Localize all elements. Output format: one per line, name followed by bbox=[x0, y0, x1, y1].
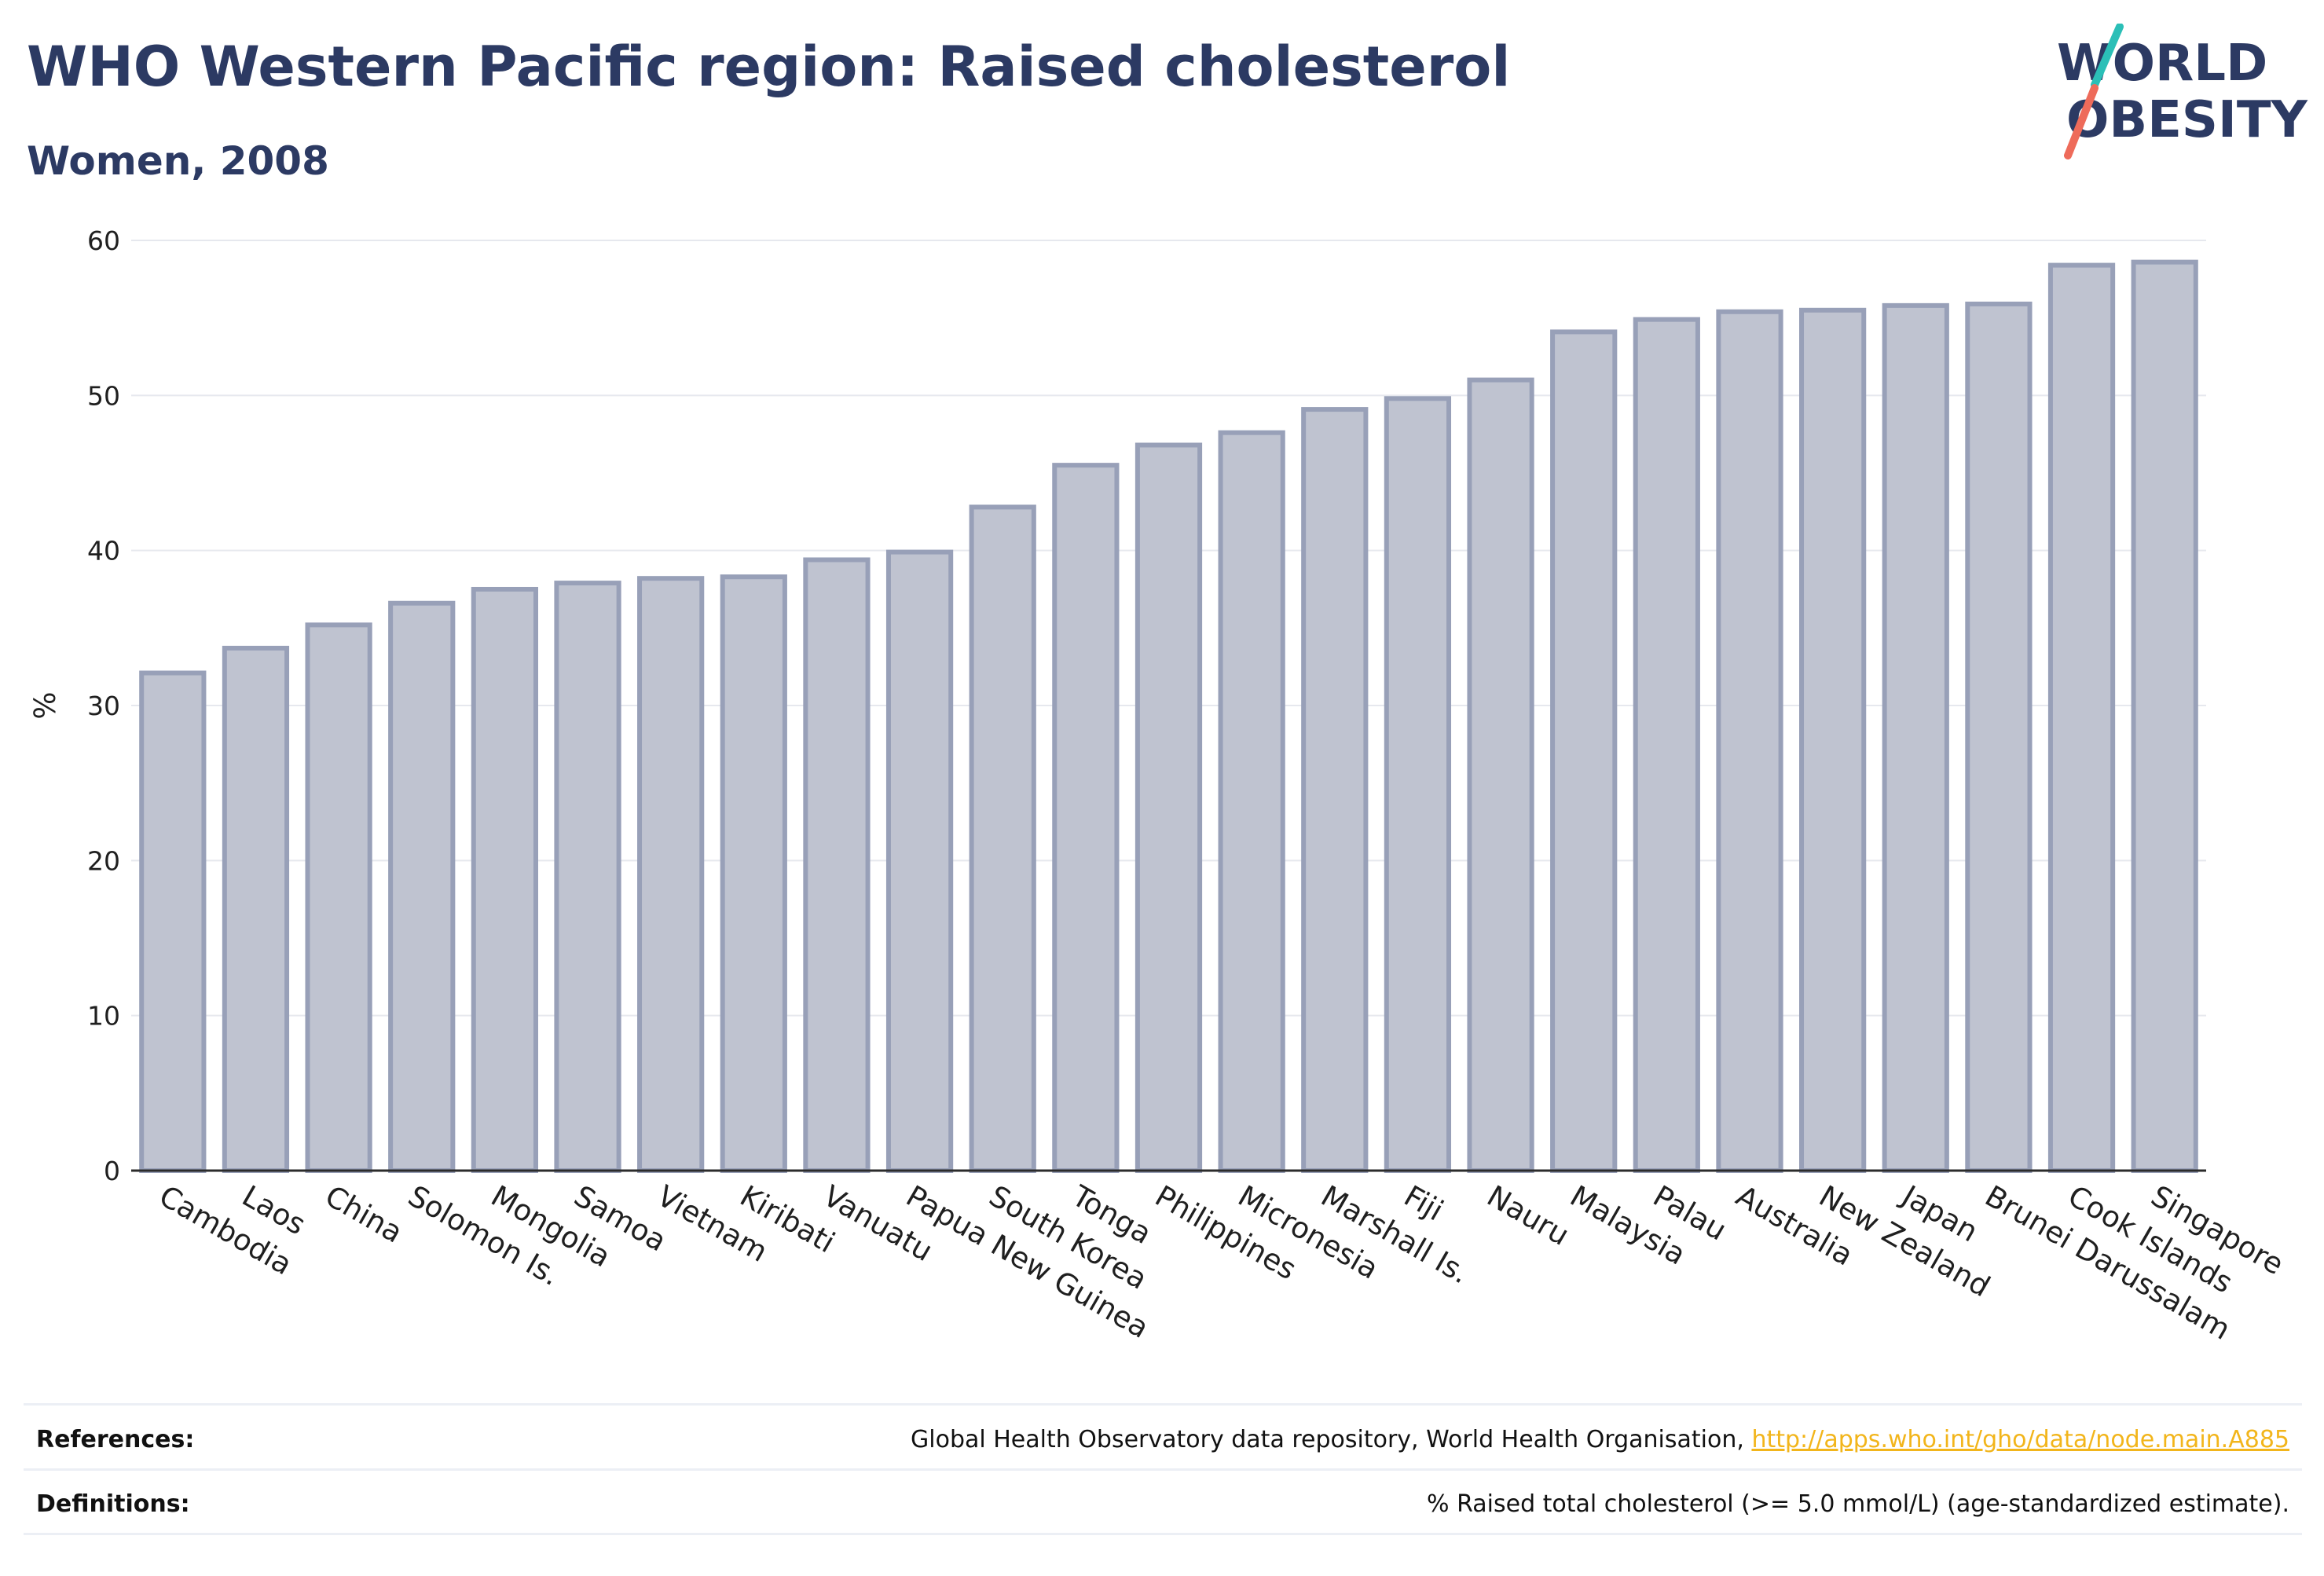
references-text: Global Health Observatory data repositor… bbox=[911, 1426, 1752, 1453]
y-axis-label: % bbox=[28, 691, 62, 719]
logo-slash-teal bbox=[2091, 24, 2124, 89]
bar bbox=[139, 670, 207, 1173]
references-value: Global Health Observatory data repositor… bbox=[911, 1426, 2289, 1453]
y-tick-label: 40 bbox=[87, 536, 120, 566]
y-tick-label: 60 bbox=[87, 225, 120, 256]
y-tick-label: 0 bbox=[104, 1156, 120, 1186]
bar bbox=[471, 587, 538, 1173]
definitions-value: % Raised total cholesterol (>= 5.0 mmol/… bbox=[1427, 1490, 2289, 1518]
y-tick-label: 30 bbox=[87, 691, 120, 721]
bar bbox=[1135, 442, 1203, 1173]
bar bbox=[2047, 262, 2116, 1173]
bar bbox=[720, 574, 787, 1173]
bar bbox=[1882, 302, 1949, 1173]
references-label: References: bbox=[36, 1426, 195, 1453]
bar bbox=[1965, 301, 2033, 1174]
footer-divider-bottom bbox=[24, 1533, 2302, 1535]
definitions-row: Definitions: % Raised total cholesterol … bbox=[36, 1490, 2289, 1538]
bar bbox=[1052, 463, 1120, 1173]
bar bbox=[1633, 317, 1700, 1173]
bars bbox=[139, 259, 2198, 1174]
bar bbox=[2131, 259, 2198, 1173]
bar bbox=[637, 576, 705, 1173]
y-axis-ticks: 0 10 20 30 40 50 60 bbox=[87, 225, 120, 1186]
bar bbox=[1384, 396, 1452, 1173]
bar bbox=[222, 645, 290, 1173]
y-tick-label: 50 bbox=[87, 380, 120, 411]
bar bbox=[885, 549, 954, 1173]
bar bbox=[388, 600, 456, 1173]
logo-slash-coral bbox=[2064, 84, 2099, 159]
chart-title: WHO Western Pacific region: Raised chole… bbox=[27, 35, 1511, 99]
y-tick-label: 20 bbox=[87, 845, 120, 876]
logo-line-obesity: OBESITY bbox=[2066, 91, 2308, 149]
definitions-label: Definitions: bbox=[36, 1490, 190, 1518]
chart-subtitle: Women, 2008 bbox=[27, 138, 329, 184]
footer-divider-middle bbox=[24, 1468, 2302, 1471]
x-tick-label: China bbox=[320, 1179, 409, 1250]
bar bbox=[1550, 329, 1618, 1174]
bar bbox=[305, 622, 372, 1173]
bar bbox=[1301, 407, 1369, 1173]
x-tick-label: Nauru bbox=[1482, 1179, 1575, 1252]
references-row: References: Global Health Observatory da… bbox=[36, 1426, 2289, 1473]
world-obesity-logo: WORLD OBESITY bbox=[2057, 24, 2308, 159]
y-tick-label: 10 bbox=[87, 1001, 120, 1032]
bar bbox=[969, 504, 1036, 1173]
bar bbox=[803, 557, 871, 1173]
bar bbox=[1716, 309, 1783, 1174]
bar bbox=[554, 581, 621, 1173]
bar bbox=[1799, 307, 1867, 1173]
references-link[interactable]: http://apps.who.int/gho/data/node.main.A… bbox=[1751, 1426, 2289, 1453]
bar bbox=[1218, 430, 1285, 1173]
x-tick-label: Fiji bbox=[1398, 1179, 1449, 1228]
footer-divider-top bbox=[24, 1403, 2302, 1406]
bar bbox=[1467, 377, 1534, 1174]
